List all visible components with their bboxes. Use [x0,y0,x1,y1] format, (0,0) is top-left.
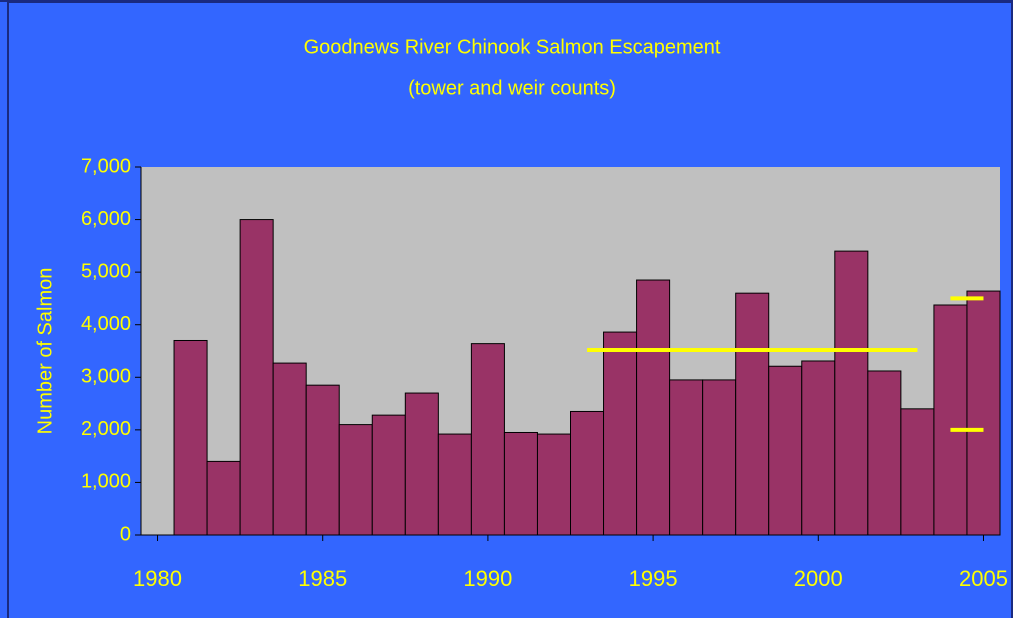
y-tick-label: 1,000 [81,471,131,493]
bar [437,433,472,536]
y-tick-label: 3,000 [81,366,131,388]
bar [570,410,605,536]
chart-subtitle: (tower and weir counts) [408,77,616,99]
bar [536,433,572,536]
bar [966,290,1001,536]
y-tick-label: 0 [120,523,131,545]
bar [503,431,538,536]
y-tick-label: 5,000 [81,260,131,282]
y-axis-label: Number of Salmon [34,268,56,435]
x-tick-label: 1990 [463,566,512,591]
x-tick-label: 2000 [794,566,843,591]
bar [801,360,836,536]
bar [636,279,671,536]
bar [404,392,439,536]
bar [206,460,241,536]
bar [338,424,373,536]
x-tick-label: 1995 [629,566,678,591]
bar [305,384,340,536]
bar [371,414,406,536]
x-tick-label: 2005 [959,566,1008,591]
y-tick-label: 2,000 [81,418,131,440]
y-tick-label: 6,000 [81,208,131,230]
y-tick-label: 4,000 [81,313,131,335]
bar [735,292,770,536]
bar [173,339,208,536]
bar [272,362,307,536]
bar [933,304,968,536]
x-tick-label: 1980 [133,566,182,591]
bar [603,331,638,536]
bar [470,343,505,536]
bar [702,379,737,536]
bar [900,408,935,536]
bar [669,379,704,536]
top-edge [0,0,1013,2]
chart-title: Goodnews River Chinook Salmon Escapement [304,36,721,58]
bar [834,250,869,536]
x-tick-label: 1985 [298,566,347,591]
bar [239,219,274,536]
bar [867,370,902,536]
bar [768,365,803,536]
y-tick-label: 7,000 [81,155,131,177]
